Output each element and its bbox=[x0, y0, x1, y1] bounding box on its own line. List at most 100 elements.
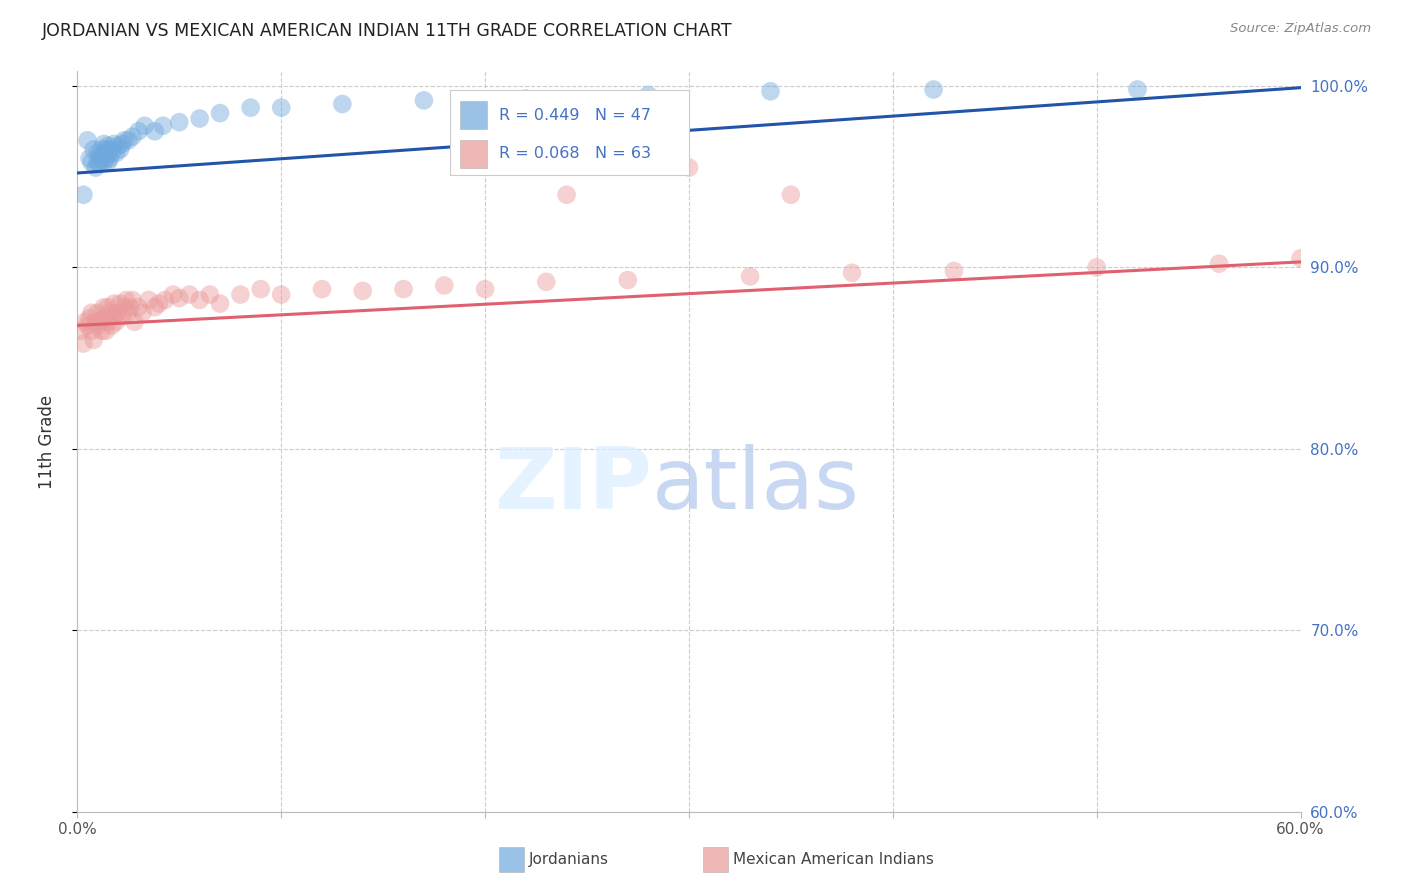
Point bbox=[101, 146, 124, 161]
Point bbox=[678, 161, 700, 175]
Point bbox=[841, 266, 863, 280]
Point bbox=[239, 101, 262, 115]
Point bbox=[759, 84, 782, 98]
Point bbox=[143, 300, 166, 314]
FancyBboxPatch shape bbox=[460, 102, 486, 129]
Point bbox=[413, 94, 436, 108]
Point bbox=[311, 282, 333, 296]
Point bbox=[108, 142, 131, 156]
Point bbox=[70, 324, 93, 338]
Point bbox=[76, 133, 98, 147]
Text: R = 0.068   N = 63: R = 0.068 N = 63 bbox=[499, 146, 651, 161]
Text: Jordanians: Jordanians bbox=[529, 853, 609, 867]
Point bbox=[332, 97, 354, 112]
Point bbox=[107, 306, 129, 320]
Point bbox=[89, 148, 111, 162]
Point bbox=[93, 311, 115, 326]
Point bbox=[94, 152, 117, 166]
Point bbox=[112, 133, 135, 147]
Text: R = 0.449   N = 47: R = 0.449 N = 47 bbox=[499, 108, 651, 123]
Point bbox=[1208, 257, 1230, 271]
Point bbox=[90, 324, 112, 338]
Text: Source: ZipAtlas.com: Source: ZipAtlas.com bbox=[1230, 22, 1371, 36]
Point bbox=[209, 106, 232, 120]
Point bbox=[97, 146, 120, 161]
Point bbox=[515, 92, 537, 106]
Point bbox=[93, 300, 115, 314]
Text: Mexican American Indians: Mexican American Indians bbox=[733, 853, 934, 867]
Point bbox=[97, 315, 120, 329]
Point bbox=[105, 146, 128, 161]
Point bbox=[111, 136, 134, 151]
Point bbox=[87, 306, 110, 320]
Point bbox=[93, 136, 115, 151]
Text: atlas: atlas bbox=[652, 444, 860, 527]
Point bbox=[1289, 252, 1312, 266]
FancyBboxPatch shape bbox=[450, 90, 689, 175]
Point bbox=[188, 112, 211, 126]
Point bbox=[90, 152, 112, 166]
Point bbox=[128, 300, 150, 314]
Point bbox=[75, 315, 97, 329]
Point bbox=[87, 155, 110, 169]
Point bbox=[229, 287, 252, 301]
Point bbox=[89, 315, 111, 329]
Point bbox=[148, 296, 170, 310]
Point bbox=[121, 293, 143, 307]
Point bbox=[98, 152, 121, 166]
Point bbox=[93, 148, 115, 162]
Point bbox=[617, 273, 640, 287]
Point bbox=[94, 142, 117, 156]
Point bbox=[143, 124, 166, 138]
Point bbox=[90, 142, 112, 156]
Point bbox=[270, 287, 292, 301]
Point bbox=[94, 324, 117, 338]
Point bbox=[72, 336, 94, 351]
Point bbox=[84, 315, 107, 329]
Point bbox=[169, 115, 191, 129]
Point bbox=[103, 296, 125, 310]
Point bbox=[97, 138, 120, 153]
Point bbox=[134, 119, 156, 133]
Text: JORDANIAN VS MEXICAN AMERICAN INDIAN 11TH GRADE CORRELATION CHART: JORDANIAN VS MEXICAN AMERICAN INDIAN 11T… bbox=[42, 22, 733, 40]
Point bbox=[124, 315, 146, 329]
Point bbox=[72, 187, 94, 202]
Point bbox=[198, 287, 221, 301]
Point bbox=[117, 306, 139, 320]
Point bbox=[83, 142, 105, 156]
Point bbox=[103, 310, 125, 324]
Point bbox=[89, 157, 111, 171]
Point bbox=[98, 142, 121, 156]
Point bbox=[121, 129, 143, 144]
Point bbox=[105, 315, 128, 329]
Point bbox=[392, 282, 415, 296]
Point bbox=[131, 306, 153, 320]
Point bbox=[152, 119, 174, 133]
Point bbox=[637, 87, 659, 102]
Point bbox=[93, 155, 115, 169]
Point bbox=[188, 293, 211, 307]
Point bbox=[120, 300, 142, 314]
Point bbox=[79, 152, 101, 166]
Point bbox=[84, 161, 107, 175]
Point bbox=[1085, 260, 1108, 275]
Point bbox=[128, 124, 150, 138]
Point bbox=[780, 187, 803, 202]
Point bbox=[97, 300, 120, 314]
Point bbox=[107, 138, 129, 153]
Point bbox=[433, 278, 456, 293]
Point bbox=[76, 318, 98, 333]
Point bbox=[101, 318, 124, 333]
Y-axis label: 11th Grade: 11th Grade bbox=[38, 394, 56, 489]
Point bbox=[83, 333, 105, 347]
Point bbox=[111, 310, 134, 324]
Point bbox=[250, 282, 273, 296]
Point bbox=[115, 293, 138, 307]
Point bbox=[138, 293, 160, 307]
Point bbox=[209, 296, 232, 310]
Point bbox=[117, 133, 139, 147]
Point bbox=[162, 287, 184, 301]
Point bbox=[80, 324, 103, 338]
Text: ZIP: ZIP bbox=[495, 444, 652, 527]
Point bbox=[87, 318, 110, 333]
